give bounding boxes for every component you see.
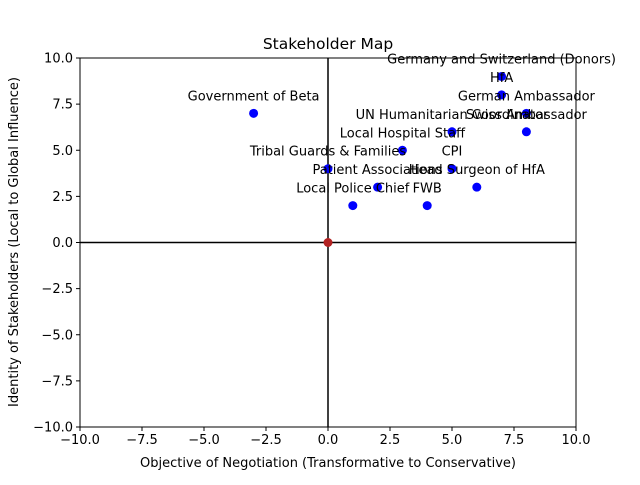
- stakeholder-point: [447, 127, 457, 137]
- x-tick-label: −2.5: [250, 433, 282, 448]
- stakeholder-point: [397, 145, 407, 155]
- y-tick-label: 2.5: [52, 190, 73, 205]
- stakeholder-label: Tribal Guards & Families: [249, 145, 407, 160]
- stakeholder-point: [422, 201, 432, 211]
- stakeholder-point: [497, 90, 507, 100]
- x-tick-label: 10.0: [562, 433, 591, 448]
- x-tick-label: −7.5: [126, 433, 158, 448]
- stakeholder-point: [497, 71, 507, 81]
- stakeholder-label: German Ambassador: [458, 89, 596, 104]
- stakeholder-label: UN Humanitarian Coordinator: [356, 108, 549, 123]
- y-tick-label: −7.5: [41, 374, 73, 389]
- x-tick-label: 2.5: [380, 433, 401, 448]
- stakeholder-point: [323, 164, 333, 174]
- x-tick-label: −5.0: [188, 433, 220, 448]
- y-tick-label: 10.0: [44, 52, 73, 67]
- stakeholder-label: CPI: [442, 145, 463, 160]
- y-tick-label: 7.5: [52, 98, 73, 113]
- stakeholder-label: FWB: [413, 182, 442, 197]
- origin-point: [323, 238, 333, 247]
- x-tick-label: 0.0: [318, 433, 339, 448]
- stakeholder-label: Local Hospital Staff: [340, 126, 466, 141]
- chart-title: Stakeholder Map: [263, 35, 393, 53]
- y-tick-label: 0.0: [52, 236, 73, 251]
- y-tick-label: −10.0: [33, 421, 73, 436]
- y-tick-label: 5.0: [52, 144, 73, 159]
- plot-area: −10.0 −7.5 −5.0 −2.5 0.0 2.5 5.0 7.5 10.0 −10.0 −7…: [33, 52, 616, 449]
- stakeholder-label: Swiss Ambassador: [466, 108, 588, 123]
- stakeholder-label: Head Surgeon of HfA: [409, 163, 545, 178]
- stakeholder-point: [373, 182, 383, 192]
- y-axis-title: Identity of Stakeholders (Local to Globa…: [7, 77, 22, 407]
- x-tick-label: 7.5: [504, 433, 525, 448]
- stakeholder-point: [521, 127, 531, 137]
- stakeholder-point: [472, 182, 482, 192]
- stakeholder-label: Patient Associations: [312, 163, 442, 178]
- stakeholder-point: [447, 164, 457, 174]
- y-tick-label: −5.0: [41, 328, 73, 343]
- stakeholder-point: [249, 108, 259, 118]
- x-axis-title: Objective of Negotiation (Transformative…: [140, 456, 516, 471]
- stakeholder-label: Government of Beta: [188, 89, 320, 104]
- y-tick-label: −2.5: [41, 282, 73, 297]
- x-tick-label: 5.0: [442, 433, 463, 448]
- x-tick-label: −10.0: [60, 433, 100, 448]
- stakeholder-label: HfA: [490, 71, 513, 86]
- stakeholder-point: [348, 201, 358, 211]
- stakeholder-point: [521, 108, 531, 118]
- stakeholder-label: Local Police Chief: [296, 182, 410, 197]
- stakeholder-label: Germany and Switzerland (Donors): [387, 52, 616, 67]
